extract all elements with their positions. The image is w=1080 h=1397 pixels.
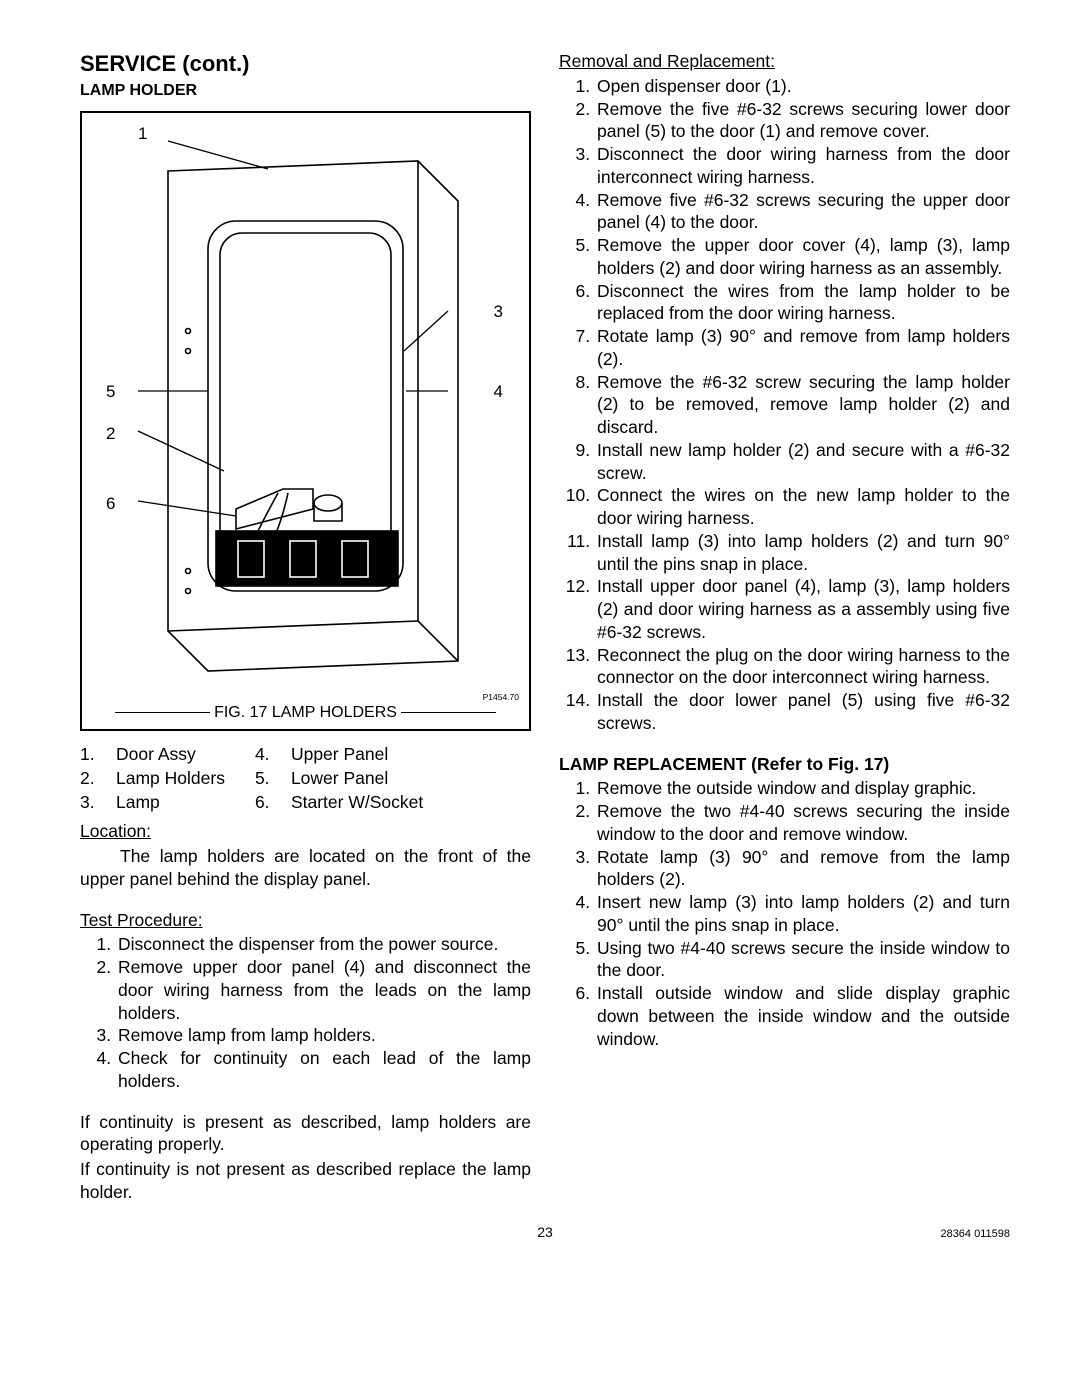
figure-caption-text: FIG. 17 LAMP HOLDERS xyxy=(214,704,397,721)
list-item: Remove upper door panel (4) and disconne… xyxy=(116,956,531,1024)
document-code: 28364 011598 xyxy=(910,1228,1010,1240)
page-footer: 23 28364 011598 xyxy=(0,1224,1080,1270)
callout-5: 5 xyxy=(106,381,115,403)
test-procedure-list: Disconnect the dispenser from the power … xyxy=(80,933,531,1092)
location-heading: Location: xyxy=(80,820,531,843)
subtitle: LAMP HOLDER xyxy=(80,81,531,102)
list-item: Rotate lamp (3) 90° and remove from lamp… xyxy=(595,325,1010,371)
left-column: SERVICE (cont.) LAMP HOLDER xyxy=(80,50,531,1204)
legend-item: 1.Door Assy xyxy=(80,743,225,767)
list-item: Install new lamp holder (2) and secure w… xyxy=(595,439,1010,485)
list-item: Check for continuity on each lead of the… xyxy=(116,1047,531,1093)
continuity-paragraph-1: If continuity is present as described, l… xyxy=(80,1111,531,1157)
list-item: Remove the upper door cover (4), lamp (3… xyxy=(595,234,1010,280)
list-item: Using two #4-40 screws secure the inside… xyxy=(595,937,1010,983)
list-item: Remove lamp from lamp holders. xyxy=(116,1024,531,1047)
figure-caption: FIG. 17 LAMP HOLDERS xyxy=(82,703,529,724)
legend-item: 5.Lower Panel xyxy=(255,767,423,791)
legend-item: 2.Lamp Holders xyxy=(80,767,225,791)
continuity-paragraph-2: If continuity is not present as describe… xyxy=(80,1158,531,1204)
callout-4: 4 xyxy=(494,381,503,403)
legend-item: 3.Lamp xyxy=(80,791,225,815)
list-item: Install upper door panel (4), lamp (3), … xyxy=(595,575,1010,643)
lamp-holder-diagram xyxy=(108,131,478,691)
figure-box: 1 3 4 5 2 6 P1454.70 FIG. 17 LAMP HOLDER… xyxy=(80,111,531,731)
section-title: SERVICE (cont.) xyxy=(80,50,531,79)
list-item: Install outside window and slide display… xyxy=(595,982,1010,1050)
list-item: Reconnect the plug on the door wiring ha… xyxy=(595,644,1010,690)
list-item: Open dispenser door (1). xyxy=(595,75,1010,98)
list-item: Disconnect the dispenser from the power … xyxy=(116,933,531,956)
list-item: Remove the two #4-40 screws securing the… xyxy=(595,800,1010,846)
list-item: Install the door lower panel (5) using f… xyxy=(595,689,1010,735)
list-item: Connect the wires on the new lamp holder… xyxy=(595,484,1010,530)
page: SERVICE (cont.) LAMP HOLDER xyxy=(0,0,1080,1224)
list-item: Rotate lamp (3) 90° and remove from the … xyxy=(595,846,1010,892)
lamp-replacement-list: Remove the outside window and display gr… xyxy=(559,777,1010,1050)
callout-2: 2 xyxy=(106,423,115,445)
list-item: Insert new lamp (3) into lamp holders (2… xyxy=(595,891,1010,937)
legend-col-right: 4.Upper Panel 5.Lower Panel 6.Starter W/… xyxy=(255,743,423,814)
list-item: Remove the #6-32 screw securing the lamp… xyxy=(595,371,1010,439)
callout-6: 6 xyxy=(106,493,115,515)
callout-3: 3 xyxy=(494,301,503,323)
legend-item: 6.Starter W/Socket xyxy=(255,791,423,815)
list-item: Remove the outside window and display gr… xyxy=(595,777,1010,800)
list-item: Disconnect the wires from the lamp holde… xyxy=(595,280,1010,326)
right-column: Removal and Replacement: Open dispenser … xyxy=(559,50,1010,1204)
removal-steps-list: Open dispenser door (1). Remove the five… xyxy=(559,75,1010,735)
removal-heading: Removal and Replacement: xyxy=(559,50,1010,73)
legend-item: 4.Upper Panel xyxy=(255,743,423,767)
lamp-replacement-heading: LAMP REPLACEMENT (Refer to Fig. 17) xyxy=(559,753,1010,776)
list-item: Install lamp (3) into lamp holders (2) a… xyxy=(595,530,1010,576)
test-procedure-heading: Test Procedure: xyxy=(80,909,531,932)
list-item: Remove five #6-32 screws securing the up… xyxy=(595,189,1010,235)
callout-1: 1 xyxy=(138,123,147,145)
location-paragraph: The lamp holders are located on the fron… xyxy=(80,845,531,891)
list-item: Disconnect the door wiring harness from … xyxy=(595,143,1010,189)
legend-col-left: 1.Door Assy 2.Lamp Holders 3.Lamp xyxy=(80,743,225,814)
list-item: Remove the five #6-32 screws securing lo… xyxy=(595,98,1010,144)
figure-legend: 1.Door Assy 2.Lamp Holders 3.Lamp 4.Uppe… xyxy=(80,743,531,814)
page-number: 23 xyxy=(180,1224,910,1240)
